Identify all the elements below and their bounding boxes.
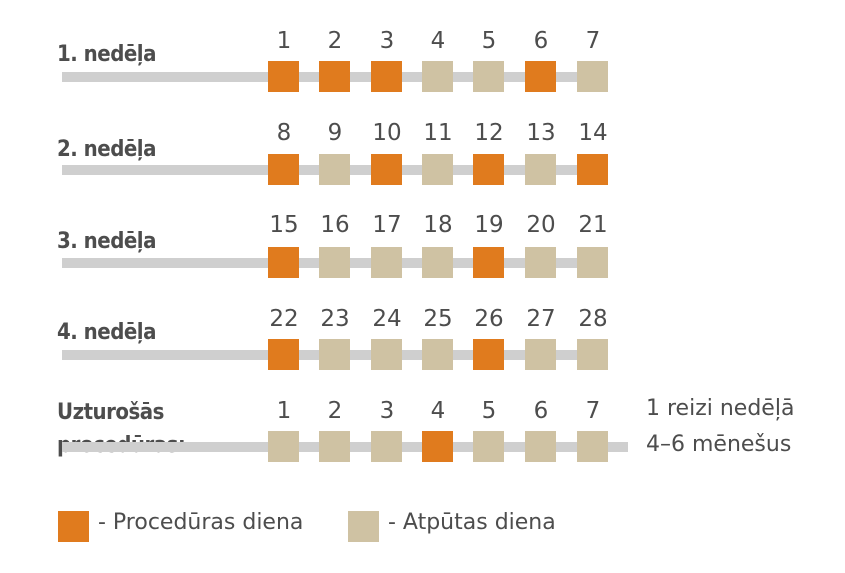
maintenance-note-line1: 1 reizi nedēļā [646,396,795,421]
day-number: 22 [269,306,299,332]
day-number: 28 [578,306,608,332]
procedure-day-box [577,154,608,185]
legend-rest-label: - Atpūtas diena [388,510,556,535]
day-number: 2 [327,28,343,54]
procedure-day-box [473,247,504,278]
procedure-day-box [268,61,299,92]
rest-day-box [422,154,453,185]
day-number: 13 [526,120,556,146]
rest-day-box [319,339,350,370]
procedure-day-box [268,247,299,278]
rest-day-box [371,339,402,370]
day-number: 7 [585,398,601,424]
week-2-label: 2. nedēļa [57,137,156,162]
rest-day-box [268,431,299,462]
day-number: 5 [481,398,497,424]
procedure-day-box [371,61,402,92]
procedure-day-box [268,339,299,370]
rest-day-box [371,431,402,462]
day-number: 18 [423,212,453,238]
day-number: 1 [276,28,292,54]
procedure-day-box [525,61,556,92]
legend-rest-swatch [348,511,379,542]
procedure-day-box [473,154,504,185]
day-number: 14 [578,120,608,146]
day-number: 12 [474,120,504,146]
rest-day-box [577,247,608,278]
procedure-day-box [473,339,504,370]
rest-day-box [422,339,453,370]
day-number: 24 [372,306,402,332]
procedure-day-box [371,154,402,185]
rest-day-box [525,247,556,278]
rest-day-box [319,431,350,462]
rest-day-box [422,61,453,92]
day-number: 5 [481,28,497,54]
day-number: 11 [423,120,453,146]
day-number: 2 [327,398,343,424]
day-number: 1 [276,398,292,424]
rest-day-box [525,339,556,370]
rest-day-box [577,61,608,92]
procedure-day-box [319,61,350,92]
day-number: 26 [474,306,504,332]
day-number: 17 [372,212,402,238]
day-number: 3 [379,28,395,54]
maintenance-label: Uzturošās procedūras: [57,396,186,462]
day-number: 19 [474,212,504,238]
maintenance-note-line2: 4–6 mēnešus [646,432,792,457]
legend-procedure-swatch [58,511,89,542]
maintenance-label-line1: Uzturošās [57,400,164,425]
day-number: 25 [423,306,453,332]
rest-day-box [319,154,350,185]
rest-day-box [371,247,402,278]
week-1-label: 1. nedēļa [57,42,156,67]
day-number: 9 [327,120,343,146]
day-number: 20 [526,212,556,238]
legend-procedure-label: - Procedūras diena [98,510,304,535]
day-number: 16 [320,212,350,238]
rest-day-box [525,154,556,185]
day-number: 6 [533,28,549,54]
rest-day-box [422,247,453,278]
rest-day-box [577,431,608,462]
procedure-day-box [422,431,453,462]
week-4-label: 4. nedēļa [57,320,156,345]
day-number: 4 [430,398,446,424]
day-number: 6 [533,398,549,424]
week-3-label: 3. nedēļa [57,229,156,254]
day-number: 15 [269,212,299,238]
rest-day-box [473,431,504,462]
procedure-day-box [268,154,299,185]
day-number: 23 [320,306,350,332]
rest-day-box [473,61,504,92]
day-number: 4 [430,28,446,54]
rest-day-box [525,431,556,462]
day-number: 7 [585,28,601,54]
day-number: 3 [379,398,395,424]
day-number: 21 [578,212,608,238]
rest-day-box [319,247,350,278]
day-number: 10 [372,120,402,146]
rest-day-box [577,339,608,370]
day-number: 27 [526,306,556,332]
day-number: 8 [276,120,292,146]
